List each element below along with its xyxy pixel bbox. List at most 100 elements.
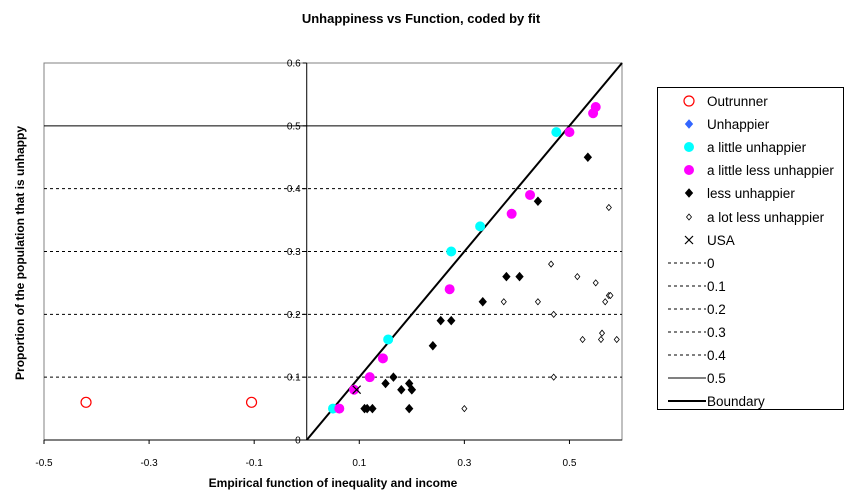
data-point-a-little-unhappier — [446, 246, 457, 257]
data-point-a-lot-less-unhappier — [599, 329, 606, 337]
y-tick-label: 0.1 — [287, 373, 301, 384]
legend-item: 0.1 — [658, 276, 843, 299]
legend-marker — [684, 142, 694, 153]
legend-item: a lot less unhappier — [658, 207, 843, 230]
legend-symbol — [668, 354, 706, 356]
data-point-outrunner — [245, 396, 258, 408]
legend-label: 0 — [707, 255, 715, 271]
legend-symbol — [668, 377, 706, 379]
x-tick-label: 0.5 — [563, 458, 577, 469]
data-point-a-little-less-unhappier — [525, 189, 536, 200]
legend-marker — [683, 95, 695, 107]
legend-item: less unhappier — [658, 183, 843, 206]
legend-label: USA — [707, 232, 735, 248]
legend-symbol — [684, 165, 694, 176]
legend-symbol — [685, 212, 693, 221]
legend-label: less unhappier — [707, 186, 795, 202]
data-point-a-lot-less-unhappier — [500, 298, 507, 306]
y-tick-label: 0.6 — [287, 59, 301, 70]
legend-symbol — [684, 119, 694, 129]
x-tick-label: -0.5 — [35, 458, 53, 469]
data-point-less-unhappier — [381, 378, 390, 389]
data-point-a-lot-less-unhappier — [579, 335, 586, 344]
legend-item: 0.4 — [658, 345, 843, 368]
data-point-a-lot-less-unhappier — [597, 335, 605, 344]
legend-label: 0.3 — [707, 325, 726, 340]
legend-item: Boundary — [658, 391, 843, 414]
legend-item: a little unhappier — [658, 137, 843, 160]
legend-label: Unhappier — [707, 117, 770, 133]
legend-symbol — [684, 235, 694, 245]
data-point-less-unhappier — [583, 152, 593, 163]
legend-item: 0.3 — [658, 322, 843, 345]
x-axis-label: Empirical function of inequality and inc… — [209, 476, 458, 490]
data-point-less-unhappier — [533, 196, 543, 206]
legend-item: 0.2 — [658, 299, 843, 322]
data-point-less-unhappier — [515, 271, 524, 282]
x-tick-label: -0.1 — [246, 458, 264, 469]
data-point-a-little-unhappier — [475, 221, 486, 232]
legend-item: USA — [658, 230, 843, 253]
data-point-usa — [352, 385, 362, 395]
legend-label: Boundary — [707, 394, 765, 410]
legend-symbol — [668, 331, 706, 333]
legend-item: Unhappier — [658, 114, 843, 137]
data-point-less-unhappier — [368, 403, 377, 414]
data-point-a-little-less-unhappier — [349, 384, 360, 395]
legend-marker — [684, 235, 694, 245]
data-point-less-unhappier — [502, 271, 511, 282]
boundary-line — [305, 62, 623, 441]
legend-item: 0 — [658, 253, 843, 276]
data-point-a-lot-less-unhappier — [607, 291, 614, 300]
legend-label: Outrunner — [707, 94, 768, 109]
data-point-a-little-less-unhappier — [444, 284, 455, 295]
data-point-a-lot-less-unhappier — [550, 310, 557, 318]
x-stroke — [352, 385, 362, 395]
data-point-a-little-less-unhappier — [590, 101, 601, 112]
legend: Outrunner Unhappier a little unhappier a li… — [657, 87, 844, 410]
data-point-a-little-less-unhappier — [364, 372, 375, 383]
legend-symbol — [684, 142, 694, 153]
legend-marker — [685, 212, 693, 221]
y-tick-label: 0.5 — [287, 121, 301, 132]
data-point-a-lot-less-unhappier — [592, 279, 599, 287]
data-point-less-unhappier — [405, 403, 414, 414]
legend-item: 0.5 — [658, 368, 843, 391]
x-tick-label: 0.3 — [457, 458, 471, 469]
x-tick-label: 0.1 — [352, 458, 366, 469]
data-point-a-lot-less-unhappier — [613, 335, 620, 344]
data-point-a-little-unhappier — [383, 334, 394, 345]
legend-item: a little less unhappier — [658, 160, 843, 183]
data-point-a-little-less-unhappier — [334, 403, 345, 414]
data-point-a-little-less-unhappier — [564, 127, 575, 138]
legend-symbol — [684, 188, 694, 199]
data-point-a-lot-less-unhappier — [574, 273, 581, 281]
legend-symbol — [683, 95, 695, 107]
data-point-a-lot-less-unhappier — [602, 298, 609, 306]
legend-symbol — [668, 285, 706, 287]
legend-label: 0.2 — [707, 301, 726, 317]
legend-symbol — [668, 400, 706, 403]
y-tick-label: 0.2 — [287, 310, 301, 321]
data-point-less-unhappier — [405, 378, 414, 389]
data-point-a-lot-less-unhappier — [605, 203, 612, 212]
y-axis-label: Proportion of the population that is unh… — [13, 126, 27, 380]
data-point-less-unhappier — [407, 384, 416, 395]
data-point-a-lot-less-unhappier — [461, 404, 468, 413]
legend-label: 0.5 — [707, 371, 726, 387]
legend-item: Outrunner — [658, 91, 843, 114]
x-stroke — [684, 235, 694, 245]
data-point-less-unhappier — [478, 297, 487, 307]
data-point-a-lot-less-unhappier — [548, 260, 555, 268]
legend-label: a little unhappier — [707, 140, 807, 156]
legend-marker — [684, 188, 694, 199]
legend-symbol — [668, 308, 706, 310]
y-tick-label: 0 — [295, 436, 301, 447]
data-point-a-lot-less-unhappier — [534, 298, 541, 306]
legend-label: a little less unhappier — [707, 163, 834, 179]
data-point-outrunner — [80, 396, 92, 408]
legend-symbol — [668, 262, 706, 264]
data-point-a-little-less-unhappier — [506, 208, 517, 219]
data-point-less-unhappier — [389, 372, 398, 382]
